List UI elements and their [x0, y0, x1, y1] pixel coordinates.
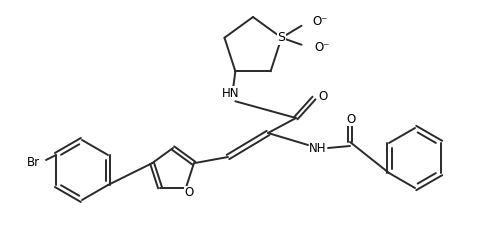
- Text: O⁻: O⁻: [314, 41, 329, 54]
- Text: NH: NH: [309, 141, 326, 155]
- Text: S: S: [277, 31, 285, 44]
- Text: O⁻: O⁻: [312, 15, 327, 28]
- Text: O: O: [346, 113, 355, 126]
- Text: O: O: [184, 186, 193, 199]
- Text: Br: Br: [27, 156, 40, 169]
- Text: HN: HN: [221, 87, 239, 100]
- Text: O: O: [318, 90, 327, 102]
